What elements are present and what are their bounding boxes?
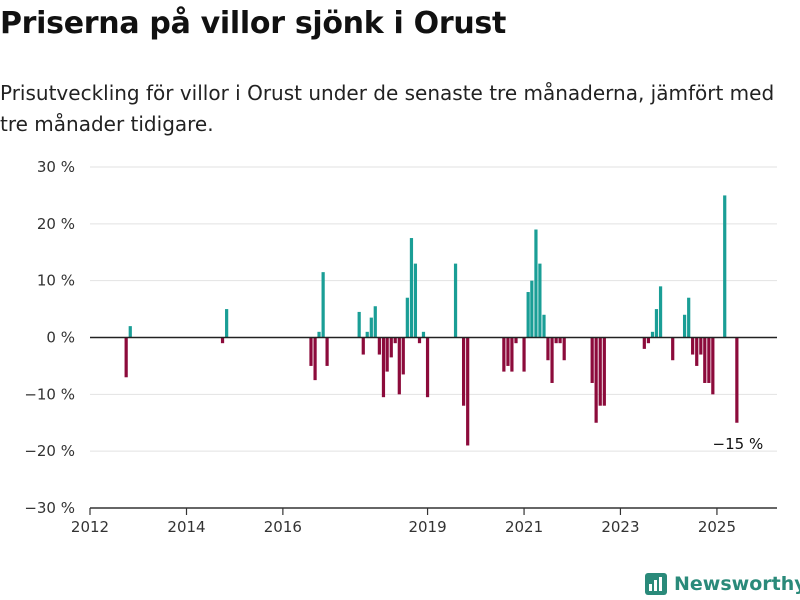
bar-negative bbox=[671, 337, 675, 361]
bar-positive bbox=[658, 286, 663, 338]
bar-negative bbox=[646, 337, 651, 344]
x-tick-label: 2019 bbox=[408, 518, 446, 536]
bar-negative bbox=[522, 337, 526, 372]
chart-title: Priserna på villor sjönk i Orust bbox=[0, 6, 507, 41]
bar-positive bbox=[373, 306, 377, 338]
bar-negative bbox=[361, 337, 365, 355]
bar-negative bbox=[506, 337, 510, 366]
bar-negative bbox=[703, 337, 707, 383]
bar-negative bbox=[401, 337, 405, 375]
bar-negative bbox=[699, 337, 703, 355]
x-tick-label: 2025 bbox=[698, 518, 736, 536]
bar-negative bbox=[642, 337, 646, 349]
bar-positive bbox=[542, 314, 546, 338]
bar-positive bbox=[534, 229, 538, 338]
bar-negative bbox=[707, 337, 711, 383]
bar-positive bbox=[225, 309, 229, 338]
axes: 30 % 20 % 10 % 0 % −10 % −20 % −30 %2012 2014 20… bbox=[24, 158, 777, 536]
bar-positive bbox=[369, 317, 373, 338]
y-tick-label: −10 % bbox=[24, 385, 75, 403]
bar-negative bbox=[562, 337, 566, 361]
bar-positive bbox=[128, 326, 132, 338]
bar-positive bbox=[317, 331, 321, 338]
bar-positive bbox=[682, 314, 687, 338]
bar-negative bbox=[514, 337, 518, 344]
bar-negative bbox=[381, 337, 386, 398]
bar-positive bbox=[654, 309, 659, 338]
bar-positive bbox=[409, 238, 414, 338]
brand-name: Newsworthy bbox=[674, 573, 800, 595]
bar-negative bbox=[598, 337, 602, 406]
bar-negative bbox=[502, 337, 506, 372]
bar-chart-logo-icon bbox=[645, 573, 667, 595]
bar-negative bbox=[124, 337, 128, 378]
bar-positive bbox=[421, 331, 426, 338]
bar-negative bbox=[711, 337, 715, 395]
bar-negative bbox=[417, 337, 422, 344]
bars bbox=[124, 195, 739, 446]
bar-negative bbox=[389, 337, 393, 358]
bar-positive bbox=[453, 263, 458, 338]
bar-negative bbox=[325, 337, 329, 366]
bar-negative bbox=[461, 337, 466, 406]
x-tick-label: 2023 bbox=[601, 518, 639, 536]
bar-negative bbox=[594, 337, 598, 423]
bar-positive bbox=[321, 272, 325, 338]
y-tick-label: 20 % bbox=[37, 215, 75, 233]
bar-negative bbox=[550, 337, 554, 383]
bar-negative bbox=[695, 337, 699, 366]
bar-negative bbox=[602, 337, 606, 406]
bar-negative bbox=[220, 337, 225, 344]
bar-negative bbox=[425, 337, 430, 398]
y-tick-label: −30 % bbox=[24, 499, 75, 517]
bar-negative bbox=[554, 337, 558, 344]
x-tick-label: 2016 bbox=[264, 518, 302, 536]
y-tick-label: 0 % bbox=[46, 329, 75, 347]
gridlines bbox=[90, 166, 777, 452]
x-tick-label: 2021 bbox=[505, 518, 543, 536]
bar-negative bbox=[393, 337, 397, 344]
bar-negative bbox=[397, 337, 401, 395]
bar-positive bbox=[650, 331, 655, 338]
x-tick-label: 2012 bbox=[71, 518, 109, 536]
bar-chart: 30 % 20 % 10 % 0 % −10 % −20 % −30 %2012 2014 20… bbox=[24, 158, 777, 536]
bar-negative bbox=[735, 337, 739, 423]
bar-positive bbox=[530, 280, 534, 338]
bar-negative bbox=[590, 337, 594, 383]
bar-negative bbox=[466, 337, 470, 446]
bar-positive bbox=[538, 263, 542, 338]
bar-negative bbox=[510, 337, 514, 372]
bar-positive bbox=[413, 263, 418, 338]
x-tick-label: 2014 bbox=[167, 518, 205, 536]
chart-subtitle: Prisutveckling för villor i Orust under … bbox=[0, 81, 775, 136]
bar-negative bbox=[377, 337, 381, 355]
y-tick-label: 30 % bbox=[37, 158, 75, 176]
bar-positive bbox=[357, 311, 361, 338]
y-tick-label: −20 % bbox=[24, 442, 75, 460]
bar-negative bbox=[546, 337, 550, 361]
bar-negative bbox=[558, 337, 562, 344]
last-value-label: −15 % bbox=[713, 435, 764, 453]
bar-positive bbox=[526, 292, 530, 338]
bar-positive bbox=[723, 195, 727, 338]
newsworthy-logo: Newsworthy bbox=[645, 568, 800, 600]
bar-positive bbox=[687, 297, 691, 338]
bar-negative bbox=[385, 337, 389, 372]
bar-negative bbox=[313, 337, 317, 381]
y-tick-label: 10 % bbox=[37, 272, 75, 290]
bar-positive bbox=[365, 331, 369, 338]
bar-positive bbox=[405, 297, 409, 338]
bar-negative bbox=[309, 337, 313, 366]
bar-negative bbox=[691, 337, 695, 355]
